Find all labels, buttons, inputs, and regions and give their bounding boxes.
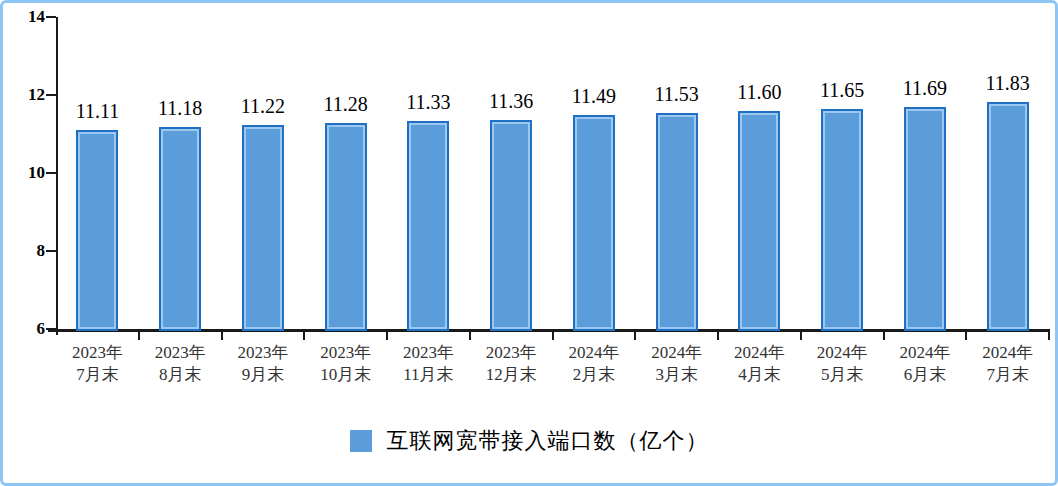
x-tick-label: 2024年3月末 <box>635 342 718 386</box>
bar <box>573 115 615 331</box>
x-tick <box>800 329 802 340</box>
x-tick <box>1048 329 1050 340</box>
bar <box>656 113 698 331</box>
x-tick-label-line: 2024年 <box>966 342 1049 364</box>
x-tick-label-line: 3月末 <box>635 364 718 386</box>
bar <box>738 111 780 331</box>
legend-swatch <box>350 430 372 452</box>
x-tick <box>221 329 223 340</box>
y-tick-label: 6 <box>3 319 45 339</box>
x-tick-label-line: 7月末 <box>56 364 139 386</box>
bar <box>76 130 118 331</box>
bar <box>325 123 367 331</box>
x-tick <box>965 329 967 340</box>
x-tick <box>303 329 305 340</box>
bar <box>159 127 201 331</box>
x-tick-label-line: 11月末 <box>387 364 470 386</box>
bar-value-label: 11.83 <box>966 71 1049 95</box>
y-tick-label: 14 <box>3 7 45 27</box>
x-tick <box>634 329 636 340</box>
x-tick-label-line: 2023年 <box>470 342 553 364</box>
bar <box>904 107 946 331</box>
y-tick-label: 8 <box>3 241 45 261</box>
x-tick-label-line: 2024年 <box>635 342 718 364</box>
legend-label: 互联网宽带接入端口数（亿个） <box>387 426 709 456</box>
x-tick-label: 2023年10月末 <box>304 342 387 386</box>
x-tick-label: 2024年5月末 <box>801 342 884 386</box>
x-tick-label-line: 2023年 <box>56 342 139 364</box>
x-tick <box>138 329 140 340</box>
x-tick-label: 2024年4月末 <box>718 342 801 386</box>
bar-value-label: 11.33 <box>387 90 470 114</box>
x-tick-label-line: 2023年 <box>139 342 222 364</box>
x-tick-label-line: 2023年 <box>304 342 387 364</box>
bar-value-label: 11.36 <box>470 89 553 113</box>
y-tick-label: 12 <box>3 85 45 105</box>
x-tick-label-line: 2023年 <box>387 342 470 364</box>
x-tick-label-line: 2024年 <box>884 342 967 364</box>
x-tick-label: 2023年11月末 <box>387 342 470 386</box>
x-tick-label-line: 2024年 <box>718 342 801 364</box>
y-tick <box>46 16 56 18</box>
bar-value-label: 11.53 <box>635 82 718 106</box>
bar <box>490 120 532 331</box>
x-tick-label-line: 6月末 <box>884 364 967 386</box>
chart-frame: 68101214 11.1111.1811.2211.2811.3311.361… <box>0 0 1058 486</box>
y-tick <box>46 94 56 96</box>
x-tick-label-line: 5月末 <box>801 364 884 386</box>
bar <box>987 102 1029 331</box>
bar-value-label: 11.69 <box>884 76 967 100</box>
x-tick-label-line: 8月末 <box>139 364 222 386</box>
x-tick-label: 2023年8月末 <box>139 342 222 386</box>
x-tick-label: 2024年7月末 <box>966 342 1049 386</box>
plot-area: 68101214 11.1111.1811.2211.2811.3311.361… <box>3 3 1055 423</box>
x-tick-label-line: 2023年 <box>222 342 305 364</box>
x-tick <box>552 329 554 340</box>
x-tick-label-line: 2024年 <box>801 342 884 364</box>
x-tick-label: 2023年9月末 <box>222 342 305 386</box>
bar-value-label: 11.60 <box>718 80 801 104</box>
bar <box>242 125 284 331</box>
x-tick-label: 2024年6月末 <box>884 342 967 386</box>
y-tick <box>46 328 56 330</box>
x-tick-label: 2024年2月末 <box>553 342 636 386</box>
y-tick <box>46 172 56 174</box>
x-tick-label-line: 10月末 <box>304 364 387 386</box>
bar-value-label: 11.28 <box>304 92 387 116</box>
bar-value-label: 11.11 <box>56 99 139 123</box>
legend: 互联网宽带接入端口数（亿个） <box>3 424 1055 458</box>
x-tick <box>386 329 388 340</box>
x-tick-label-line: 9月末 <box>222 364 305 386</box>
bar-value-label: 11.22 <box>222 94 305 118</box>
x-tick-label: 2023年12月末 <box>470 342 553 386</box>
y-tick-label: 10 <box>3 163 45 183</box>
x-tick-label-line: 7月末 <box>966 364 1049 386</box>
bar <box>821 109 863 331</box>
bar-value-label: 11.65 <box>801 78 884 102</box>
x-tick-label-line: 12月末 <box>470 364 553 386</box>
x-tick <box>717 329 719 340</box>
y-axis <box>56 17 58 335</box>
bar <box>407 121 449 331</box>
x-tick-label: 2023年7月末 <box>56 342 139 386</box>
bar-value-label: 11.49 <box>553 84 636 108</box>
bar-value-label: 11.18 <box>139 96 222 120</box>
x-tick-label-line: 2024年 <box>553 342 636 364</box>
x-tick <box>883 329 885 340</box>
y-tick <box>46 250 56 252</box>
x-tick <box>469 329 471 340</box>
x-tick-label-line: 4月末 <box>718 364 801 386</box>
x-tick-label-line: 2月末 <box>553 364 636 386</box>
